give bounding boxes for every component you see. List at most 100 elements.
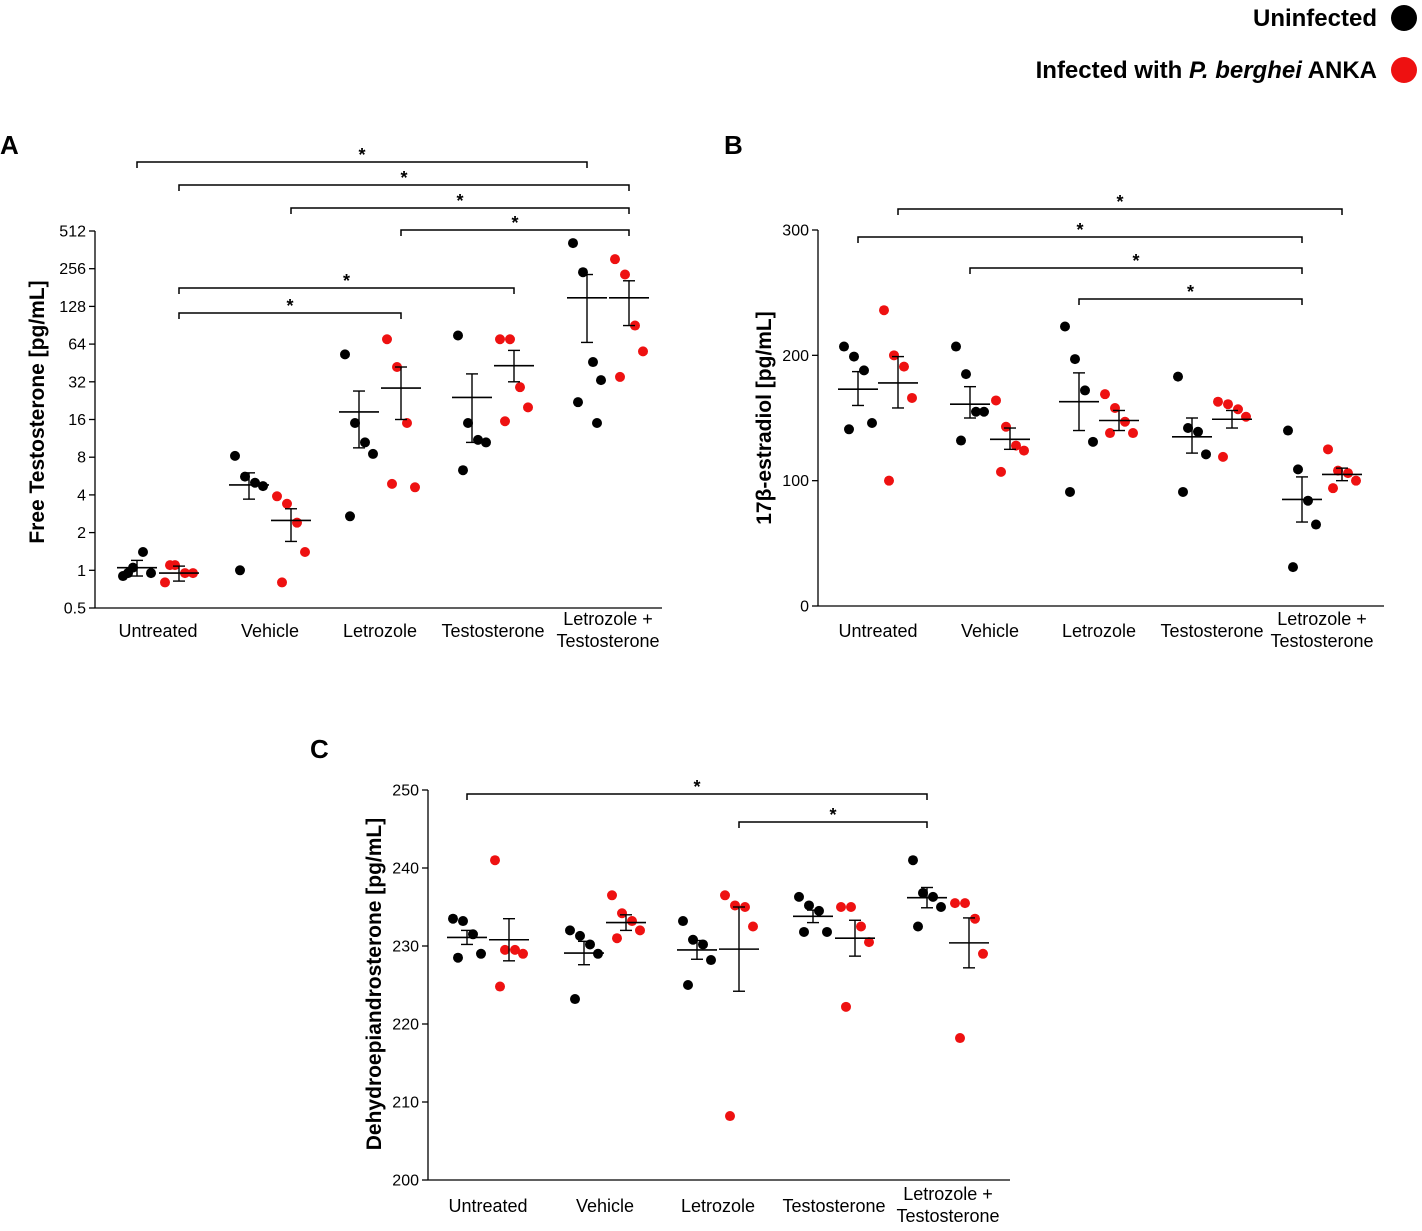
panel-a-point-uninfected	[350, 418, 360, 429]
panel-b-point-uninfected	[1293, 464, 1303, 475]
panel-a-y-tick-label: 64	[68, 337, 86, 354]
panel-c-point-infected	[955, 1033, 965, 1044]
panel-c-point-infected	[490, 855, 500, 866]
panel-b-y-tick-label: 300	[782, 223, 809, 240]
panel-c-y-tick-label: 220	[392, 1017, 419, 1034]
panel-a-significance-bracket	[178, 312, 402, 319]
panel-a-significance-bracket	[178, 287, 515, 294]
panel-b-point-uninfected	[971, 406, 981, 417]
panel-a-point-infected	[402, 418, 412, 429]
legend-marker-uninfected	[1391, 5, 1417, 31]
panel-c-significance-star: *	[693, 777, 700, 797]
panel-b-point-uninfected	[1080, 385, 1090, 396]
panel-a-significance-bracket	[290, 207, 630, 214]
panel-c-point-infected	[612, 933, 622, 944]
panel-a-y-tick-label: 8	[77, 450, 86, 467]
panel-b-point-infected	[889, 350, 899, 361]
panel-c-point-infected	[635, 925, 645, 936]
panel-c-point-uninfected	[683, 980, 693, 990]
panel-b-point-infected	[991, 395, 1001, 406]
panel-a-significance-bracket	[178, 184, 630, 191]
panel-a-point-uninfected	[568, 238, 578, 249]
panel-a-point-uninfected	[123, 568, 133, 579]
panel-c-point-uninfected	[794, 891, 804, 902]
panel-b-plot: 0 100 200 300 Untreated Vehicle Letrozole Testo…	[782, 192, 1373, 651]
panel-a-plot: 0.5 1 2 4 8 16 32 64 128 256 512 Untreated Vehicle Le…	[59, 145, 659, 651]
panel-b-point-uninfected	[1173, 371, 1183, 382]
panel-c-y-tick-label: 210	[392, 1095, 419, 1112]
panel-b-point-infected	[1241, 411, 1251, 422]
panel-c-point-infected	[495, 981, 505, 992]
panel-c-significance-bracket	[738, 821, 928, 828]
panel-a-point-infected	[610, 254, 620, 265]
panel-c-point-infected	[864, 937, 874, 948]
panel-c-point-infected	[720, 890, 730, 901]
panel-a-significance-star: *	[358, 145, 365, 165]
panel-a-point-infected	[515, 382, 525, 393]
panel-a-category-label: Untreated	[118, 621, 197, 641]
panel-a-point-infected	[282, 498, 292, 509]
panel-c-point-uninfected	[448, 913, 458, 924]
panel-a-point-infected	[387, 478, 397, 489]
panel-c-point-uninfected	[688, 934, 698, 945]
panel-b-point-infected	[884, 475, 894, 486]
panel-c-point-infected	[841, 1001, 851, 1012]
panel-c-y-tick-label: 230	[392, 939, 419, 956]
panel-c-y-tick-label: 240	[392, 861, 419, 878]
panel-a-point-uninfected	[481, 437, 491, 448]
panel-b-point-uninfected	[1193, 426, 1203, 437]
panel-b-point-uninfected	[1088, 436, 1098, 447]
panel-b-point-infected	[1100, 389, 1110, 400]
panel-a-y-tick-label: 2	[77, 525, 86, 542]
panel-a-point-uninfected	[230, 450, 240, 461]
panel-b-point-uninfected	[951, 341, 961, 352]
panel-a-significance-star: *	[286, 296, 293, 316]
panel-b-point-infected	[1351, 475, 1361, 486]
panel-a-point-infected	[165, 560, 175, 571]
panel-a-point-infected	[638, 346, 648, 357]
panel-c-point-uninfected	[453, 952, 463, 963]
panel-b-point-uninfected	[979, 406, 989, 417]
panel-b-point-uninfected	[867, 418, 877, 429]
panel-a-significance-star: *	[511, 213, 518, 233]
panel-c-point-infected	[617, 908, 627, 919]
panel-b-point-uninfected	[1070, 354, 1080, 365]
panel-a-point-uninfected	[453, 330, 463, 341]
panel-c-point-infected	[856, 921, 866, 932]
panel-b-point-infected	[879, 305, 889, 316]
panel-b-point-infected	[1223, 399, 1233, 410]
panel-a-significance-bracket	[400, 229, 630, 236]
panel-b-point-infected	[899, 361, 909, 372]
panel-a-point-infected	[505, 334, 515, 345]
panel-b-y-tick-label: 0	[800, 599, 809, 616]
panel-b-point-infected	[1328, 483, 1338, 494]
panel-a-point-infected	[410, 482, 420, 493]
panel-b-point-infected	[1128, 428, 1138, 439]
panel-c-point-infected	[836, 902, 846, 912]
panel-c-point-uninfected	[698, 939, 708, 950]
panel-c-point-uninfected	[918, 887, 928, 898]
panel-a-point-infected	[292, 517, 302, 528]
panel-b-category-label: Testosterone	[1160, 621, 1263, 641]
panel-c-y-axis-label: Dehydroepiandrosterone [pg/mL]	[363, 818, 386, 1151]
panel-c-category-label: Letrozole	[681, 1196, 755, 1216]
panel-a-y-tick-label: 16	[68, 412, 86, 429]
panel-c-point-infected	[510, 944, 520, 955]
panel-a-point-infected	[495, 334, 505, 345]
panel-a-point-infected	[523, 402, 533, 413]
panel-a-point-uninfected	[463, 418, 473, 429]
panel-a-point-infected	[277, 577, 287, 588]
panel-a-category-label: Letrozole	[343, 621, 417, 641]
panel-b-point-infected	[1343, 468, 1353, 479]
panel-c-category-label: Untreated	[448, 1196, 527, 1216]
panel-a-point-uninfected	[345, 511, 355, 522]
panel-b-significance-bracket	[857, 236, 1303, 243]
panel-b: B 17β-estradiol [pg/mL] 0 100 200 300 Untrea…	[724, 130, 1384, 651]
panel-b-category-label: Untreated	[838, 621, 917, 641]
panel-b-point-uninfected	[849, 351, 859, 362]
panel-c-point-uninfected	[706, 955, 716, 966]
legend-marker-infected	[1391, 57, 1417, 83]
panel-b-point-uninfected	[839, 341, 849, 352]
panel-c-point-infected	[500, 944, 510, 955]
